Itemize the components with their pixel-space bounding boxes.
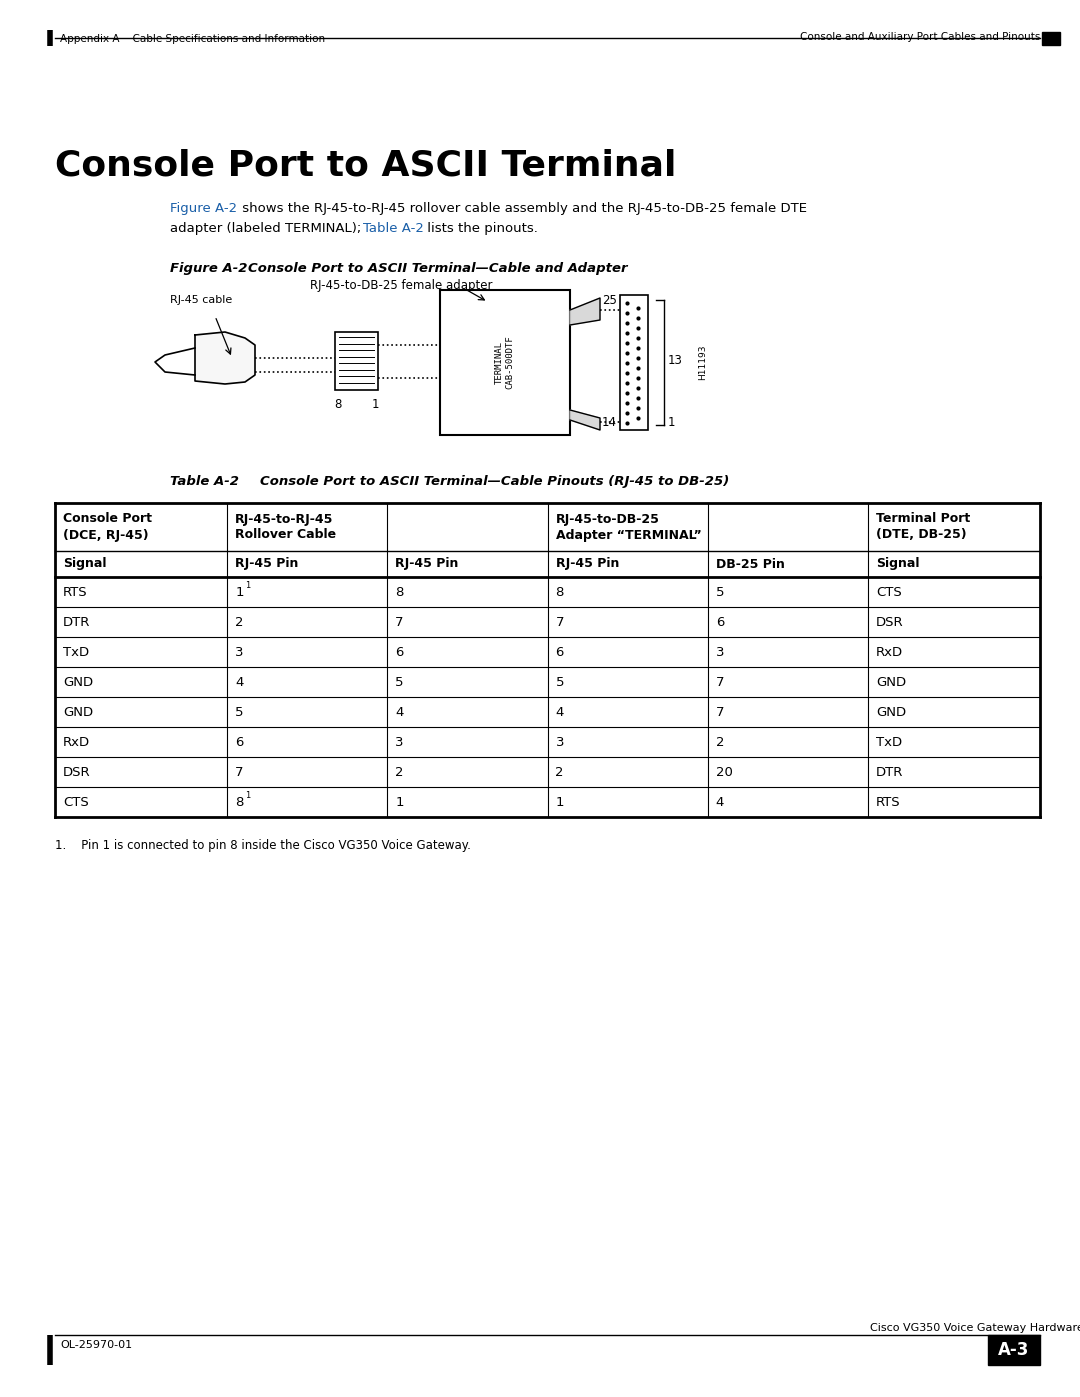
Text: A-3: A-3 [998,1341,1029,1359]
Text: 8: 8 [395,585,404,598]
Text: Signal: Signal [876,557,919,570]
Text: 2: 2 [555,766,564,778]
Text: RTS: RTS [63,585,87,598]
Text: Signal: Signal [63,557,107,570]
Text: 7: 7 [716,676,725,689]
Text: 1: 1 [235,585,244,598]
Text: 6: 6 [555,645,564,658]
Polygon shape [570,298,600,326]
Text: RJ-45-to-DB-25 female adapter: RJ-45-to-DB-25 female adapter [310,278,492,292]
Text: 25: 25 [603,293,617,306]
Text: 4: 4 [716,795,724,809]
Text: Cisco VG350 Voice Gateway Hardware Installation Guide: Cisco VG350 Voice Gateway Hardware Insta… [870,1323,1080,1333]
Text: CTS: CTS [876,585,902,598]
Text: 7: 7 [235,766,244,778]
Text: GND: GND [876,676,906,689]
Text: RJ-45 Pin: RJ-45 Pin [235,557,298,570]
Text: 1: 1 [669,415,675,429]
Text: 7: 7 [395,616,404,629]
Text: DTR: DTR [63,616,91,629]
Text: Console and Auxiliary Port Cables and Pinouts: Console and Auxiliary Port Cables and Pi… [799,32,1040,42]
Text: RxD: RxD [876,645,903,658]
Polygon shape [570,409,600,430]
Text: 2: 2 [716,735,725,749]
Text: 5: 5 [235,705,244,718]
Text: Figure A-2: Figure A-2 [170,263,247,275]
Text: lists the pinouts.: lists the pinouts. [423,222,538,235]
Bar [1042,32,1059,45]
Text: GND: GND [876,705,906,718]
Text: GND: GND [63,705,93,718]
Text: Appendix A    Cable Specifications and Information: Appendix A Cable Specifications and Info… [60,34,325,43]
Text: 1: 1 [395,795,404,809]
Bar [440,291,570,434]
Text: 1: 1 [245,792,251,800]
Text: RxD: RxD [63,735,90,749]
Text: OL-25970-01: OL-25970-01 [60,1340,132,1350]
Text: 2: 2 [235,616,244,629]
Text: RJ-45 cable: RJ-45 cable [170,295,232,305]
Text: Console Port to ASCII Terminal—Cable Pinouts (RJ-45 to DB-25): Console Port to ASCII Terminal—Cable Pin… [260,475,729,488]
Text: 4: 4 [395,705,404,718]
Text: 4: 4 [555,705,564,718]
Text: Table A-2: Table A-2 [170,475,239,488]
Text: 7: 7 [555,616,564,629]
Text: 1: 1 [372,398,379,411]
Text: 3: 3 [395,735,404,749]
Text: 5: 5 [395,676,404,689]
Text: 5: 5 [716,585,725,598]
Text: RJ-45 Pin: RJ-45 Pin [395,557,459,570]
Text: DSR: DSR [876,616,904,629]
Bar [335,332,378,390]
Text: 14: 14 [602,415,617,429]
Text: 6: 6 [716,616,724,629]
Text: 13: 13 [669,353,683,366]
Text: Terminal Port
(DTE, DB-25): Terminal Port (DTE, DB-25) [876,513,970,542]
Polygon shape [195,332,255,384]
Text: 4: 4 [235,676,243,689]
Text: DSR: DSR [63,766,91,778]
Text: 6: 6 [395,645,404,658]
Text: DB-25 Pin: DB-25 Pin [716,557,784,570]
Text: Console Port to ASCII Terminal: Console Port to ASCII Terminal [55,148,676,182]
Bar [988,1336,1040,1365]
Bar [620,295,648,430]
Text: RJ-45-to-DB-25
Adapter “TERMINAL”: RJ-45-to-DB-25 Adapter “TERMINAL” [555,513,701,542]
Text: Figure A-2: Figure A-2 [170,203,238,215]
Text: 6: 6 [235,735,243,749]
Text: 8: 8 [555,585,564,598]
Text: RTS: RTS [876,795,901,809]
Text: 5: 5 [555,676,564,689]
Text: Console Port
(DCE, RJ-45): Console Port (DCE, RJ-45) [63,513,152,542]
Text: 3: 3 [716,645,725,658]
Text: 3: 3 [235,645,244,658]
Text: Console Port to ASCII Terminal—Cable and Adapter: Console Port to ASCII Terminal—Cable and… [248,263,627,275]
Text: TxD: TxD [876,735,902,749]
Text: Table A-2: Table A-2 [363,222,423,235]
Text: 1: 1 [555,795,564,809]
Text: CTS: CTS [63,795,89,809]
Text: 7: 7 [716,705,725,718]
Text: 1: 1 [245,581,251,591]
Text: RJ-45 Pin: RJ-45 Pin [555,557,619,570]
Text: 20: 20 [716,766,732,778]
Text: 1.    Pin 1 is connected to pin 8 inside the Cisco VG350 Voice Gateway.: 1. Pin 1 is connected to pin 8 inside th… [55,840,471,852]
Text: 2: 2 [395,766,404,778]
Text: H11193: H11193 [699,345,707,380]
Text: 8: 8 [235,795,243,809]
Text: TERMINAL
CAB-500DTF: TERMINAL CAB-500DTF [496,335,515,390]
Text: adapter (labeled TERMINAL);: adapter (labeled TERMINAL); [170,222,365,235]
Text: shows the RJ-45-to-RJ-45 rollover cable assembly and the RJ-45-to-DB-25 female D: shows the RJ-45-to-RJ-45 rollover cable … [238,203,807,215]
Text: DTR: DTR [876,766,903,778]
Text: 3: 3 [555,735,564,749]
Text: RJ-45-to-RJ-45
Rollover Cable: RJ-45-to-RJ-45 Rollover Cable [235,513,336,542]
Text: 8: 8 [335,398,341,411]
Text: GND: GND [63,676,93,689]
Text: TxD: TxD [63,645,90,658]
